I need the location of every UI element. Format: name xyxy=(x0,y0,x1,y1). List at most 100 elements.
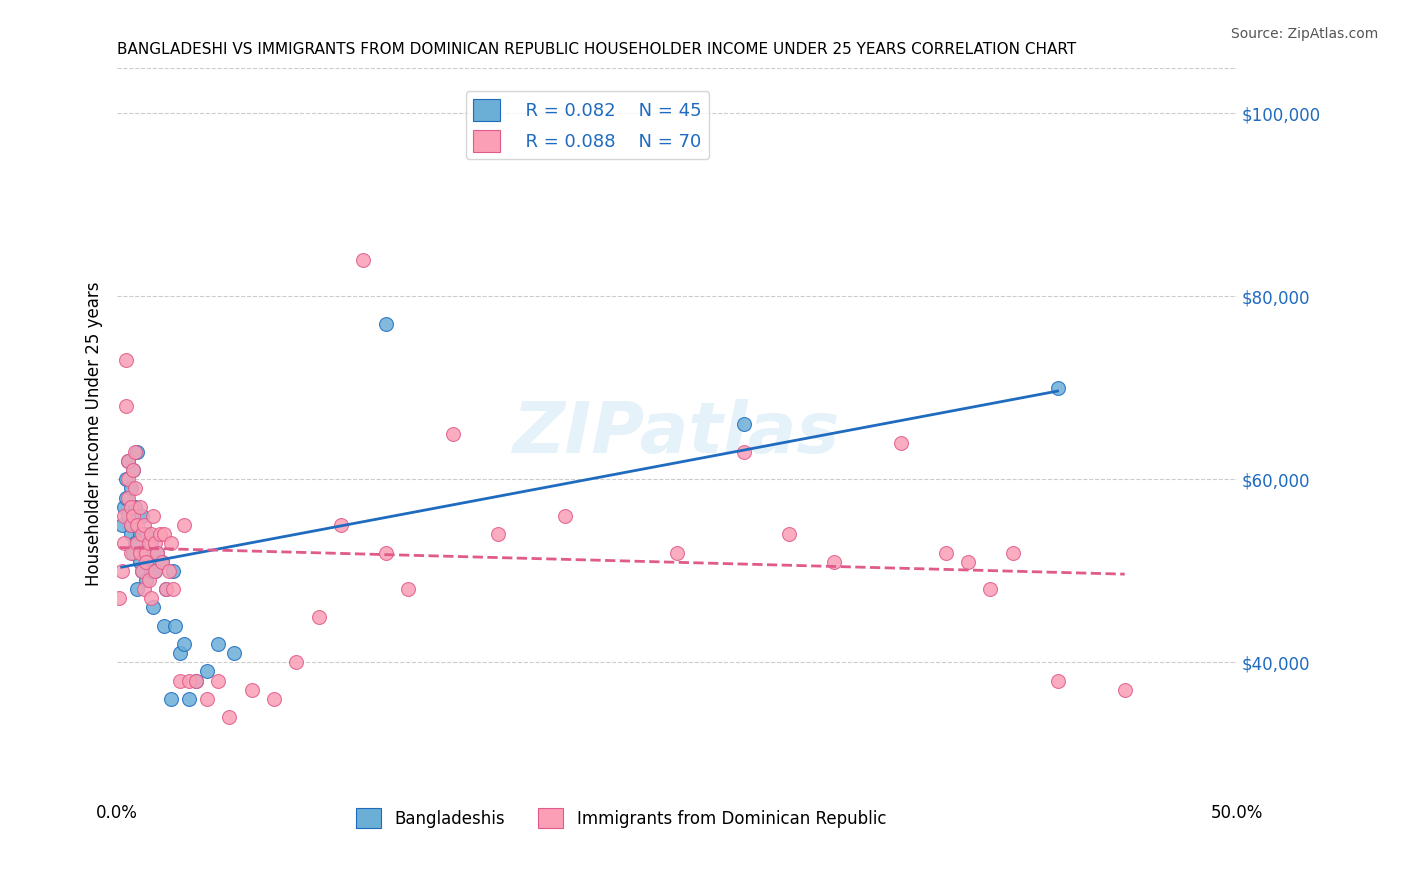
Point xyxy=(177,692,200,706)
Point xyxy=(117,491,139,505)
Point xyxy=(111,564,134,578)
Point xyxy=(956,555,979,569)
Point xyxy=(1001,545,1024,559)
Point xyxy=(121,545,143,559)
Point xyxy=(115,399,138,413)
Point xyxy=(155,582,177,596)
Point xyxy=(263,692,285,706)
Point xyxy=(160,692,183,706)
Text: ZIPatlas: ZIPatlas xyxy=(513,399,841,468)
Point xyxy=(207,637,229,651)
Point xyxy=(155,582,177,596)
Y-axis label: Householder Income Under 25 years: Householder Income Under 25 years xyxy=(86,281,103,586)
Point xyxy=(131,564,153,578)
Point xyxy=(146,545,169,559)
Point xyxy=(143,564,166,578)
Point xyxy=(143,536,166,550)
Point xyxy=(112,508,135,523)
Point xyxy=(143,564,166,578)
Point xyxy=(120,518,142,533)
Text: Source: ZipAtlas.com: Source: ZipAtlas.com xyxy=(1230,27,1378,41)
Point xyxy=(149,527,172,541)
Point xyxy=(131,564,153,578)
Point xyxy=(131,508,153,523)
Point xyxy=(124,482,146,496)
Point xyxy=(935,545,957,559)
Point xyxy=(207,673,229,688)
Point xyxy=(308,609,330,624)
Point xyxy=(120,518,142,533)
Point xyxy=(127,536,149,550)
Point xyxy=(146,545,169,559)
Point xyxy=(117,472,139,486)
Point xyxy=(117,454,139,468)
Point xyxy=(132,545,155,559)
Point xyxy=(111,518,134,533)
Point xyxy=(374,317,396,331)
Point xyxy=(138,555,160,569)
Point xyxy=(124,536,146,550)
Point xyxy=(486,527,509,541)
Point xyxy=(169,646,191,660)
Point xyxy=(120,527,142,541)
Point xyxy=(115,353,138,368)
Point xyxy=(890,435,912,450)
Point xyxy=(162,564,184,578)
Point xyxy=(733,445,755,459)
Point xyxy=(195,692,218,706)
Point xyxy=(165,618,187,632)
Point xyxy=(142,600,165,615)
Point xyxy=(177,673,200,688)
Point xyxy=(396,582,419,596)
Point xyxy=(150,555,173,569)
Point xyxy=(128,527,150,541)
Point xyxy=(135,527,157,541)
Point xyxy=(115,472,138,486)
Point xyxy=(153,527,176,541)
Point xyxy=(128,545,150,559)
Point xyxy=(112,500,135,514)
Point xyxy=(127,518,149,533)
Point xyxy=(173,637,195,651)
Point xyxy=(441,426,464,441)
Point xyxy=(132,582,155,596)
Point xyxy=(162,582,184,596)
Point xyxy=(374,545,396,559)
Point xyxy=(195,665,218,679)
Point xyxy=(131,527,153,541)
Point xyxy=(139,536,162,550)
Point xyxy=(132,518,155,533)
Point xyxy=(150,555,173,569)
Point xyxy=(139,564,162,578)
Point xyxy=(157,564,180,578)
Point xyxy=(184,673,207,688)
Point xyxy=(285,655,308,669)
Legend: Bangladeshis, Immigrants from Dominican Republic: Bangladeshis, Immigrants from Dominican … xyxy=(349,801,893,835)
Point xyxy=(979,582,1001,596)
Point xyxy=(665,545,688,559)
Point xyxy=(1046,381,1069,395)
Point xyxy=(121,463,143,477)
Point xyxy=(127,582,149,596)
Point xyxy=(778,527,800,541)
Point xyxy=(169,673,191,688)
Point xyxy=(112,536,135,550)
Point xyxy=(142,508,165,523)
Point xyxy=(184,673,207,688)
Point xyxy=(139,527,162,541)
Point xyxy=(120,482,142,496)
Point xyxy=(121,508,143,523)
Point xyxy=(554,508,576,523)
Point xyxy=(218,710,240,724)
Point xyxy=(127,445,149,459)
Point xyxy=(1114,682,1136,697)
Point xyxy=(115,491,138,505)
Point xyxy=(823,555,845,569)
Point xyxy=(138,573,160,587)
Point xyxy=(124,445,146,459)
Point xyxy=(135,573,157,587)
Point xyxy=(222,646,245,660)
Point xyxy=(153,618,176,632)
Point xyxy=(117,454,139,468)
Point xyxy=(117,508,139,523)
